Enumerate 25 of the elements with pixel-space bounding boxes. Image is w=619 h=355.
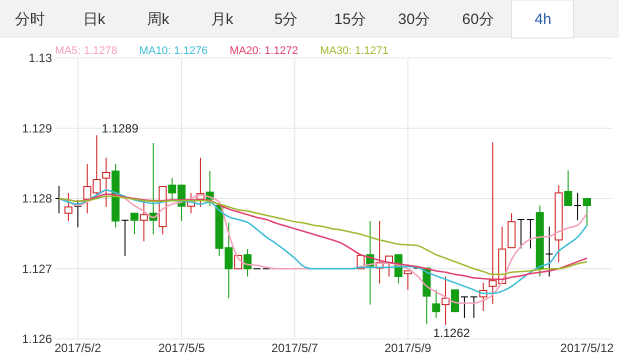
text: 5分 [274,11,298,28]
y-tick-label: 1.126 [22,332,52,346]
text: MA20: 1.1272 [230,45,298,57]
annotation: 1.1289 [102,121,139,136]
x-tick-label: 2017/5/2 [54,341,102,355]
text: 分时 [15,11,45,28]
x-tick-label: 2017/5/5 [158,341,206,355]
text: MA10: 1.1276 [139,45,208,57]
y-tick-label: 1.127 [22,262,52,276]
text: 4h [534,11,552,28]
x-tick-label: 2017/5/9 [384,341,432,355]
text: 周k [146,11,170,28]
y-tick-label: 1.13 [28,51,52,65]
text: MA5: 1.1278 [55,45,118,57]
x-tick-label: 2017/5/7 [271,341,318,355]
text: 月k [210,11,234,28]
text: 日k [82,11,106,28]
text: 30分 [398,11,430,28]
annotation: 1.1262 [433,326,470,340]
text: 15分 [334,11,366,28]
y-tick-label: 1.129 [22,121,52,136]
x-tick-label: 2017/5/12 [560,341,614,355]
text: 60分 [462,11,494,28]
text: MA30: 1.1271 [320,45,388,57]
y-tick-label: 1.128 [22,192,52,206]
